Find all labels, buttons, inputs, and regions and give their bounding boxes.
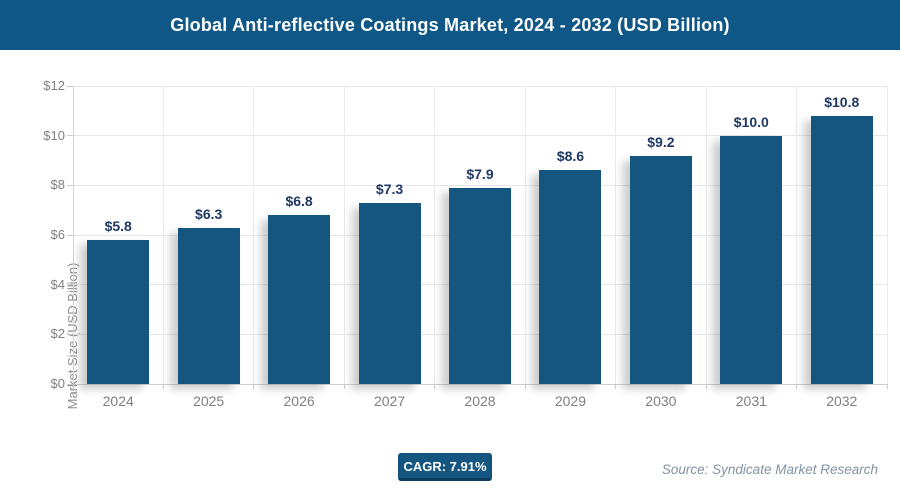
x-tick-mark <box>434 384 436 389</box>
bar <box>720 135 783 384</box>
y-tick-label: $8 <box>50 177 65 193</box>
x-tick-mark <box>162 384 164 389</box>
y-tick-label: $12 <box>43 78 65 93</box>
x-tick-mark <box>72 384 74 389</box>
v-gridline <box>434 86 436 384</box>
source-credit: Source: Syndicate Market Research <box>661 462 878 477</box>
v-gridline <box>524 86 526 384</box>
h-gridline <box>73 184 887 186</box>
y-tick-label: $0 <box>50 376 65 391</box>
v-gridline <box>72 86 74 384</box>
title-bar: Global Anti-reflective Coatings Market, … <box>0 0 900 50</box>
bar-value-label: $6.8 <box>285 193 313 210</box>
y-tick-mark <box>67 333 73 335</box>
y-tick-mark <box>67 184 73 186</box>
x-tick-mark <box>886 384 888 389</box>
y-tick-label: $10 <box>43 127 65 143</box>
cagr-badge: CAGR: 7.91% <box>398 453 492 481</box>
x-tick-label: 2029 <box>554 393 587 409</box>
cagr-label: CAGR: 7.91% <box>403 458 487 474</box>
x-tick-label: 2032 <box>826 393 858 409</box>
v-gridline <box>705 86 707 384</box>
v-gridline <box>886 86 888 384</box>
x-tick-label: 2027 <box>373 393 406 409</box>
bar-value-label: $6.3 <box>195 205 223 222</box>
bar-value-label: $10.8 <box>824 93 860 110</box>
x-tick-mark <box>705 384 707 389</box>
h-gridline <box>73 135 887 137</box>
bar <box>177 227 240 384</box>
bar <box>810 115 873 384</box>
y-tick-mark <box>67 383 73 385</box>
x-tick-label: 2028 <box>464 393 496 409</box>
v-gridline <box>343 86 345 384</box>
y-tick-mark <box>67 135 73 137</box>
x-tick-mark <box>615 384 617 389</box>
h-gridline <box>73 383 887 385</box>
plot-area: Market Size (USD Billion) $0 $2 $4 $6 $8 $10 $… <box>43 78 888 409</box>
bar <box>629 155 692 384</box>
y-tick-label: $6 <box>50 227 65 242</box>
y-tick-label: $2 <box>50 326 65 342</box>
h-gridline <box>73 85 887 87</box>
bar-value-label: $9.2 <box>647 133 675 150</box>
bar <box>358 202 421 384</box>
y-tick-label: $4 <box>50 276 65 292</box>
y-tick-mark <box>67 234 73 236</box>
v-gridline <box>796 86 798 384</box>
bar-value-label: $7.9 <box>466 165 494 182</box>
bar-value-label: $10.0 <box>733 113 769 130</box>
bar-value-label: $7.3 <box>375 180 404 197</box>
v-gridline <box>615 86 617 384</box>
y-axis-title: Market Size (USD Billion) <box>65 263 80 410</box>
x-tick-label: 2026 <box>283 393 315 409</box>
x-tick-label: 2031 <box>735 393 767 409</box>
x-tick-mark <box>343 384 345 389</box>
x-tick-label: 2030 <box>645 393 677 409</box>
v-gridline <box>253 86 255 384</box>
bar-value-label: $8.6 <box>556 148 585 165</box>
bar <box>87 239 150 384</box>
x-tick-label: 2024 <box>102 393 134 409</box>
x-tick-label: 2025 <box>193 393 225 409</box>
x-tick-mark <box>524 384 526 389</box>
x-tick-mark <box>796 384 798 389</box>
x-tick-mark <box>253 384 255 389</box>
y-tick-mark <box>67 85 73 87</box>
bar <box>268 215 331 384</box>
v-gridline <box>162 86 164 384</box>
chart-title: Global Anti-reflective Coatings Market, … <box>170 14 730 35</box>
bar <box>539 170 602 384</box>
bar-value-label: $5.8 <box>104 217 132 234</box>
bar <box>449 187 511 384</box>
y-tick-mark <box>67 284 73 286</box>
